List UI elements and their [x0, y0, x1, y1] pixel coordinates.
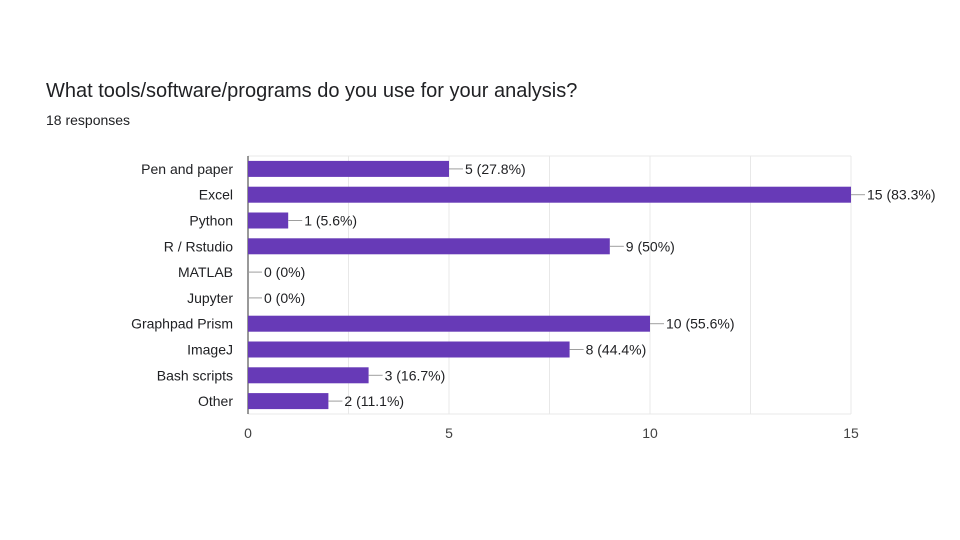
category-label: Graphpad Prism — [131, 316, 233, 332]
data-label: 3 (16.7%) — [385, 367, 446, 383]
category-label: Python — [189, 213, 233, 229]
category-label: Jupyter — [187, 290, 233, 306]
bar — [248, 212, 289, 229]
data-label: 2 (11.1%) — [344, 393, 404, 409]
bar — [248, 160, 449, 177]
question-title: What tools/software/programs do you use … — [46, 80, 578, 102]
data-label: 1 (5.6%) — [304, 213, 357, 229]
x-tick-label: 0 — [244, 425, 252, 441]
data-label: 5 (27.8%) — [465, 161, 526, 177]
bars — [248, 160, 865, 410]
response-count: 18 responses — [46, 112, 131, 128]
category-label: Pen and paper — [141, 161, 233, 177]
data-label: 8 (44.4%) — [586, 342, 647, 358]
bar — [248, 186, 851, 203]
labels: 0 5 10 15 Pen and paper 5 (27.8%) Excel 15 (83.… — [131, 161, 935, 441]
category-label: R / Rstudio — [164, 238, 233, 254]
bar — [248, 341, 570, 358]
x-tick-label: 5 — [445, 425, 453, 441]
data-label: 0 (0%) — [264, 290, 305, 306]
bar — [248, 393, 329, 410]
bar — [248, 238, 610, 255]
data-label: 10 (55.6%) — [666, 316, 734, 332]
category-label: Excel — [199, 187, 233, 203]
data-label: 0 (0%) — [264, 264, 305, 280]
data-label: 15 (83.3%) — [867, 187, 935, 203]
category-label: Bash scripts — [157, 367, 233, 383]
bar — [248, 315, 650, 332]
category-label: Other — [198, 393, 233, 409]
x-tick-label: 15 — [843, 425, 859, 441]
x-tick-label: 10 — [642, 425, 658, 441]
bar — [248, 367, 369, 384]
category-label: ImageJ — [187, 342, 233, 358]
category-label: MATLAB — [178, 264, 233, 280]
data-label: 9 (50%) — [626, 238, 675, 254]
